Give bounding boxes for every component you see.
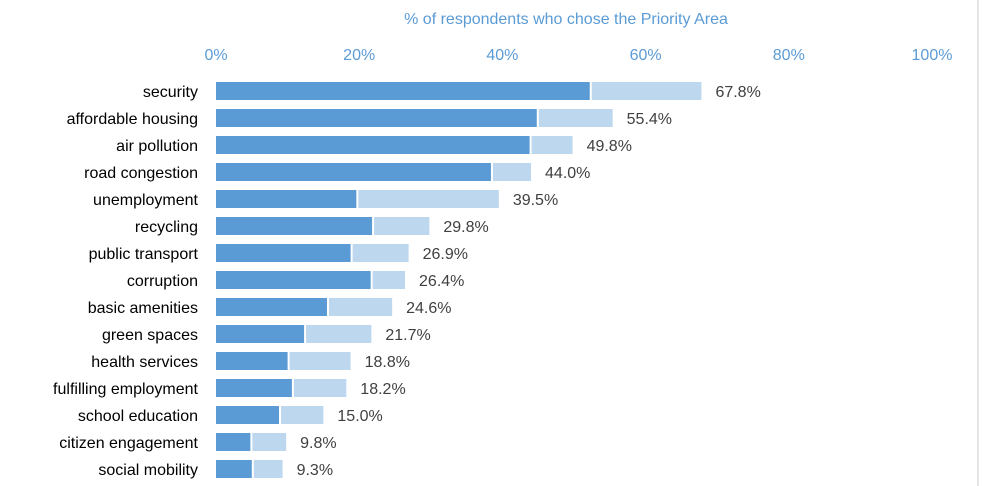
bar-segment-primary bbox=[216, 136, 530, 154]
bar-segment-secondary bbox=[293, 379, 347, 397]
category-label: affordable housing bbox=[67, 111, 198, 128]
bar-row-road-congestion: road congestion 44.0% bbox=[84, 163, 590, 182]
category-label: road congestion bbox=[84, 165, 198, 182]
bar-segment-secondary bbox=[306, 325, 372, 343]
bar-row-unemployment: unemployment 39.5% bbox=[93, 190, 558, 209]
bar-segment-secondary bbox=[538, 109, 613, 127]
total-value-label: 67.8% bbox=[715, 84, 760, 101]
bar-segment-primary bbox=[216, 244, 351, 262]
total-value-label: 15.0% bbox=[337, 408, 382, 425]
bar-row-health-services: health services 18.8% bbox=[91, 352, 410, 371]
bar-segment-primary bbox=[216, 379, 292, 397]
bar-segment-secondary bbox=[352, 244, 409, 262]
category-label: basic amenities bbox=[88, 300, 198, 317]
bar-segment-primary bbox=[216, 190, 357, 208]
bar-segment-primary bbox=[216, 298, 327, 316]
total-value-label: 29.8% bbox=[443, 219, 488, 236]
bar-row-citizen-engagement: citizen engagement 9.8% bbox=[59, 433, 337, 452]
bar-segment-secondary bbox=[358, 190, 499, 208]
category-label: health services bbox=[91, 354, 198, 371]
x-tick-label: 40% bbox=[486, 47, 518, 64]
category-label: public transport bbox=[89, 246, 199, 263]
total-value-label: 9.3% bbox=[297, 462, 333, 479]
bar-row-public-transport: public transport 26.9% bbox=[89, 244, 468, 263]
x-axis-ticks: 0% 20% 40% 60% 80% 100% bbox=[204, 47, 952, 64]
x-tick-label: 20% bbox=[343, 47, 375, 64]
x-tick-label: 100% bbox=[912, 47, 953, 64]
category-label: corruption bbox=[127, 273, 198, 290]
category-label: social mobility bbox=[98, 462, 198, 479]
bar-row-air-pollution: air pollution 49.8% bbox=[116, 136, 632, 155]
bar-row-security: security 67.8% bbox=[143, 82, 761, 101]
category-label: recycling bbox=[135, 219, 198, 236]
bar-segment-primary bbox=[216, 325, 305, 343]
bar-segment-secondary bbox=[374, 217, 430, 235]
bar-segment-secondary bbox=[289, 352, 351, 370]
bar-row-school-education: school education 15.0% bbox=[78, 406, 383, 425]
total-value-label: 26.4% bbox=[419, 273, 464, 290]
total-value-label: 39.5% bbox=[513, 192, 558, 209]
bar-segment-primary bbox=[216, 271, 371, 289]
bar-segment-primary bbox=[216, 433, 251, 451]
bar-segment-secondary bbox=[591, 82, 702, 100]
bar-segment-primary bbox=[216, 109, 537, 127]
bar-segment-secondary bbox=[252, 433, 287, 451]
total-value-label: 18.2% bbox=[360, 381, 405, 398]
bar-segment-primary bbox=[216, 163, 491, 181]
bar-row-green-spaces: green spaces 21.7% bbox=[102, 325, 431, 344]
bar-row-corruption: corruption 26.4% bbox=[127, 271, 464, 290]
bar-row-fulfilling-employment: fulfilling employment 18.2% bbox=[53, 379, 406, 398]
bar-segment-secondary bbox=[253, 460, 283, 478]
bar-row-recycling: recycling 29.8% bbox=[135, 217, 489, 236]
total-value-label: 49.8% bbox=[587, 138, 632, 155]
chart-title: % of respondents who chose the Priority … bbox=[404, 11, 728, 28]
bar-segment-primary bbox=[216, 352, 288, 370]
category-label: unemployment bbox=[93, 192, 199, 209]
total-value-label: 21.7% bbox=[385, 327, 430, 344]
total-value-label: 24.6% bbox=[406, 300, 451, 317]
category-label: air pollution bbox=[116, 138, 198, 155]
bar-row-affordable-housing: affordable housing 55.4% bbox=[67, 109, 672, 128]
category-label: fulfilling employment bbox=[53, 381, 199, 398]
bar-segment-secondary bbox=[281, 406, 324, 424]
bar-segment-secondary bbox=[328, 298, 393, 316]
bar-row-basic-amenities: basic amenities 24.6% bbox=[88, 298, 452, 317]
bar-segment-primary bbox=[216, 217, 373, 235]
x-tick-label: 0% bbox=[204, 47, 227, 64]
category-label: green spaces bbox=[102, 327, 198, 344]
bar-series: security 67.8% affordable housing 55.4% air … bbox=[53, 82, 761, 479]
total-value-label: 18.8% bbox=[365, 354, 410, 371]
bar-segment-secondary bbox=[492, 163, 532, 181]
category-label: school education bbox=[78, 408, 198, 425]
total-value-label: 55.4% bbox=[627, 111, 672, 128]
bar-row-social-mobility: social mobility 9.3% bbox=[98, 460, 333, 479]
total-value-label: 44.0% bbox=[545, 165, 590, 182]
bar-segment-secondary bbox=[372, 271, 406, 289]
bar-segment-primary bbox=[216, 460, 252, 478]
bar-segment-primary bbox=[216, 82, 590, 100]
total-value-label: 26.9% bbox=[423, 246, 468, 263]
x-tick-label: 80% bbox=[773, 47, 805, 64]
category-label: citizen engagement bbox=[59, 435, 198, 452]
total-value-label: 9.8% bbox=[300, 435, 336, 452]
category-label: security bbox=[143, 84, 198, 101]
bar-segment-secondary bbox=[531, 136, 573, 154]
x-tick-label: 60% bbox=[630, 47, 662, 64]
bar-segment-primary bbox=[216, 406, 280, 424]
right-edge-divider bbox=[977, 0, 979, 486]
